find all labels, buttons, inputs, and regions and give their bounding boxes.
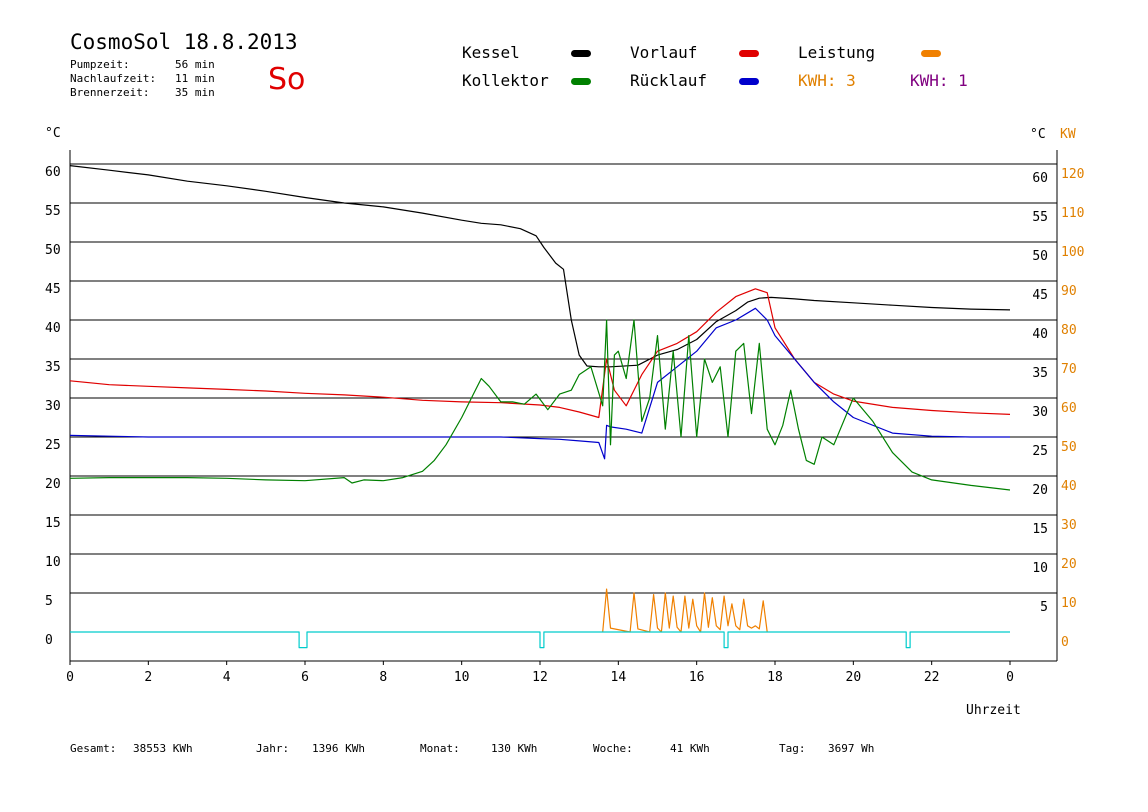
y-left-tick-label: 25 [45, 438, 61, 453]
axis-ticks: 6055504540353025201510506055504540353025… [45, 165, 1084, 685]
stat-pumpzeit-value: 56 min [175, 58, 215, 71]
x-tick-label: 14 [611, 670, 627, 685]
y-kw-unit: KW [1060, 127, 1076, 142]
y-kw-tick-label: 30 [1061, 518, 1077, 533]
y-right-tick-label: 15 [1032, 522, 1048, 537]
legend-kessel: Kessel [462, 43, 520, 62]
y-left-tick-label: 50 [45, 243, 61, 258]
y-left-tick-label: 20 [45, 477, 61, 492]
y-left-tick-label: 60 [45, 165, 61, 180]
y-right-tick-label: 55 [1032, 210, 1048, 225]
y-right-unit: °C [1030, 127, 1046, 142]
y-kw-tick-label: 110 [1061, 206, 1084, 221]
legend-vorlauf: Vorlauf [630, 43, 698, 62]
x-tick-label: 4 [223, 670, 231, 685]
series-line-kessel [69, 165, 1011, 368]
legend-kwh-total: KWH: 3 [798, 71, 856, 90]
legend-kollektor-swatch [571, 78, 591, 85]
series-line-vorlauf [69, 288, 1011, 419]
footer-monat-label: Monat: [420, 742, 460, 755]
footer-jahr-label: Jahr: [256, 742, 290, 755]
footer-tag-value: 3697 Wh [828, 742, 875, 755]
footer-gesamt-value: 38553 KWh [133, 742, 193, 755]
y-right-tick-label: 30 [1032, 405, 1048, 420]
legend-ruecklauf: Rücklauf [630, 71, 708, 90]
y-right-tick-label: 50 [1032, 249, 1048, 264]
stat-brennerzeit-value: 35 min [175, 86, 215, 99]
y-right-tick-label: 35 [1032, 366, 1048, 381]
legend-ruecklauf-swatch [739, 78, 759, 85]
y-right-tick-label: 10 [1032, 561, 1048, 576]
series-line-kollektor [69, 319, 1011, 491]
series-line-leistung [602, 588, 768, 633]
legend-kwh-solar: KWH: 1 [910, 71, 968, 90]
footer-monat-value: 130 KWh [491, 742, 538, 755]
y-left-tick-label: 45 [45, 282, 61, 297]
x-tick-label: 12 [532, 670, 548, 685]
footer-jahr-value: 1396 KWh [312, 742, 365, 755]
y-right-tick-label: 45 [1032, 288, 1048, 303]
y-left-tick-label: 15 [45, 516, 61, 531]
y-left-tick-label: 5 [45, 594, 53, 609]
legend-leistung-swatch [921, 50, 941, 57]
footer-tag-label: Tag: [779, 742, 806, 755]
y-kw-tick-label: 20 [1061, 557, 1077, 572]
legend-kessel-swatch [571, 50, 591, 57]
legend-kollektor: Kollektor [462, 71, 549, 90]
y-left-tick-label: 55 [45, 204, 61, 219]
legend-leistung: Leistung [798, 43, 876, 62]
y-kw-tick-label: 120 [1061, 167, 1084, 182]
stat-brennerzeit-label: Brennerzeit: [70, 86, 150, 99]
y-kw-tick-label: 40 [1061, 479, 1077, 494]
weekday-label: So [268, 62, 306, 97]
footer-woche-value: 41 KWh [670, 742, 710, 755]
x-axis-label: Uhrzeit [966, 703, 1021, 718]
x-tick-label: 20 [846, 670, 862, 685]
series-line-pumpe [70, 631, 1010, 649]
y-left-tick-label: 35 [45, 360, 61, 375]
y-left-unit: °C [45, 126, 61, 141]
footer-gesamt-label: Gesamt: [70, 742, 117, 755]
x-tick-label: 8 [379, 670, 387, 685]
y-kw-tick-label: 0 [1061, 635, 1069, 650]
y-kw-tick-label: 80 [1061, 323, 1077, 338]
y-right-tick-label: 20 [1032, 483, 1048, 498]
stat-nachlaufzeit-value: 11 min [175, 72, 215, 85]
stat-nachlaufzeit-label: Nachlaufzeit: [70, 72, 157, 85]
y-left-tick-label: 10 [45, 555, 61, 570]
chart-grid [69, 150, 1058, 662]
y-left-tick-label: 40 [45, 321, 61, 336]
y-kw-tick-label: 50 [1061, 440, 1077, 455]
x-tick-label: 0 [66, 670, 74, 685]
x-tick-label: 6 [301, 670, 309, 685]
footer-woche-label: Woche: [593, 742, 633, 755]
y-kw-tick-label: 90 [1061, 284, 1077, 299]
y-left-tick-label: 0 [45, 633, 53, 648]
chart-series [69, 165, 1011, 649]
x-tick-label: 22 [924, 670, 940, 685]
x-tick-label: 18 [767, 670, 783, 685]
y-right-tick-label: 40 [1032, 327, 1048, 342]
chart-title: CosmoSol 18.8.2013 [70, 30, 298, 54]
y-kw-tick-label: 70 [1061, 362, 1077, 377]
series-line-rcklauf [69, 307, 1010, 460]
y-right-tick-label: 5 [1040, 600, 1048, 615]
x-tick-label: 2 [144, 670, 152, 685]
x-tick-label: 10 [454, 670, 470, 685]
y-left-tick-label: 30 [45, 399, 61, 414]
y-kw-tick-label: 100 [1061, 245, 1084, 260]
x-tick-label: 16 [689, 670, 705, 685]
legend-vorlauf-swatch [739, 50, 759, 57]
y-kw-tick-label: 60 [1061, 401, 1077, 416]
y-right-tick-label: 25 [1032, 444, 1048, 459]
y-right-tick-label: 60 [1032, 171, 1048, 186]
stat-pumpzeit-label: Pumpzeit: [70, 58, 130, 71]
y-kw-tick-label: 10 [1061, 596, 1077, 611]
x-tick-label: 0 [1006, 670, 1014, 685]
